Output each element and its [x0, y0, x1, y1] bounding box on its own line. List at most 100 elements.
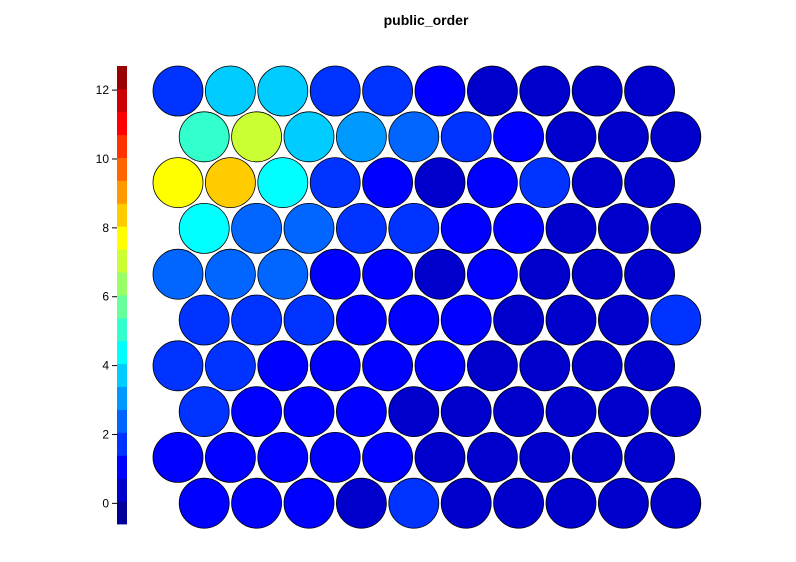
heatmap-cell — [519, 157, 571, 209]
colorbar-segment — [117, 386, 127, 410]
colorbar-segment — [117, 157, 127, 181]
heatmap-cell — [440, 477, 492, 529]
heatmap-cell — [598, 294, 649, 346]
heatmap-cell — [283, 477, 335, 529]
heatmap-cell — [362, 65, 414, 117]
heatmap-cell — [598, 111, 649, 163]
heatmap-cell — [545, 294, 597, 346]
heatmap-cell — [204, 157, 256, 209]
heatmap-cell — [257, 431, 309, 483]
heatmap-cell — [283, 386, 335, 438]
heatmap-cell — [283, 294, 335, 346]
heatmap-cell — [204, 65, 256, 117]
heatmap-cell — [178, 477, 230, 529]
heatmap-cell — [624, 248, 675, 300]
colorbar — [117, 66, 127, 525]
heatmap-cell — [466, 157, 518, 209]
heatmap-cell — [204, 431, 256, 483]
colorbar-tick-label: 0 — [102, 496, 109, 510]
heatmap-cell — [414, 65, 466, 117]
heatmap-cell — [440, 111, 492, 163]
heatmap-cell — [231, 477, 283, 529]
heatmap-cell — [309, 157, 361, 209]
colorbar-segment — [117, 432, 127, 456]
heatmap-cell — [545, 386, 597, 438]
heatmap-cell — [257, 157, 309, 209]
heatmap-cell — [650, 111, 702, 163]
heatmap-cell — [257, 340, 309, 392]
colorbar-segment — [117, 88, 127, 113]
colorbar-segment — [117, 272, 127, 296]
heatmap-cell — [362, 157, 414, 209]
colorbar-segment — [117, 134, 127, 158]
heatmap-cell — [650, 294, 702, 346]
heatmap-cell — [493, 294, 544, 346]
heatmap-cell — [519, 248, 571, 300]
heatmap-cell — [335, 294, 387, 346]
colorbar-tick-label: 2 — [102, 427, 109, 441]
heatmap-cell — [178, 111, 230, 163]
heatmap-cell — [519, 431, 571, 483]
heatmap-cell — [231, 202, 283, 254]
heatmap-cell — [414, 431, 466, 483]
heatmap-cell — [231, 111, 283, 163]
colorbar-segment — [117, 66, 127, 90]
heatmap-cell — [414, 340, 466, 392]
colorbar-segment — [117, 317, 127, 342]
heatmap-cell — [571, 157, 623, 209]
colorbar-segment — [117, 501, 127, 525]
colorbar-segment — [117, 111, 127, 136]
colorbar-segment — [117, 249, 127, 273]
heatmap-cell — [624, 431, 675, 483]
heatmap-cell — [283, 111, 335, 163]
heatmap-cell — [152, 340, 204, 392]
heatmap-cell — [571, 431, 623, 483]
heatmap-cell — [571, 248, 623, 300]
heatmap-cell — [414, 157, 466, 209]
colorbar-segment — [117, 478, 127, 502]
heatmap-cell — [335, 386, 387, 438]
heatmap-cell — [309, 248, 361, 300]
heatmap-cell — [335, 202, 387, 254]
heatmap-cell — [519, 340, 571, 392]
heatmap-cell — [466, 65, 518, 117]
colorbar-segment — [117, 180, 127, 204]
heatmap-cell — [440, 202, 492, 254]
heatmap-cell — [362, 248, 414, 300]
heatmap-cell — [178, 202, 230, 254]
heatmap-cell — [231, 386, 283, 438]
heatmap-cell — [388, 111, 440, 163]
colorbar-tick-label: 8 — [102, 221, 109, 235]
colorbar-segment — [117, 226, 127, 250]
heatmap-cell — [545, 111, 597, 163]
heatmap-cell — [204, 340, 256, 392]
heatmap-cell — [440, 386, 492, 438]
heatmap-cell — [257, 65, 309, 117]
colorbar-tick-label: 4 — [102, 359, 109, 373]
heatmap-cell — [388, 294, 440, 346]
heatmap-cell — [598, 386, 649, 438]
heatmap-cell — [624, 65, 675, 117]
heatmap-cell — [519, 65, 571, 117]
colorbar-segment — [117, 295, 127, 319]
heatmap-cell — [650, 386, 702, 438]
heatmap-cell — [493, 202, 544, 254]
colorbar-segment — [117, 409, 127, 433]
colorbar-tick-label: 12 — [96, 83, 110, 97]
heatmap-cell — [493, 386, 544, 438]
heatmap-cell — [388, 202, 440, 254]
heatmap-cell — [152, 157, 204, 209]
heatmap-cell — [362, 340, 414, 392]
heatmap-cell — [204, 248, 256, 300]
heatmap-cell — [152, 65, 204, 117]
colorbar-segment — [117, 363, 127, 387]
colorbar-tick-label: 6 — [102, 290, 109, 304]
heatmap-cell — [571, 65, 623, 117]
heatmap-cell — [466, 431, 518, 483]
colorbar-segment — [117, 455, 127, 479]
heatmap-cell — [178, 294, 230, 346]
heatmap-cell — [335, 477, 387, 529]
heatmap-cell — [257, 248, 309, 300]
heatmap-cell — [335, 111, 387, 163]
